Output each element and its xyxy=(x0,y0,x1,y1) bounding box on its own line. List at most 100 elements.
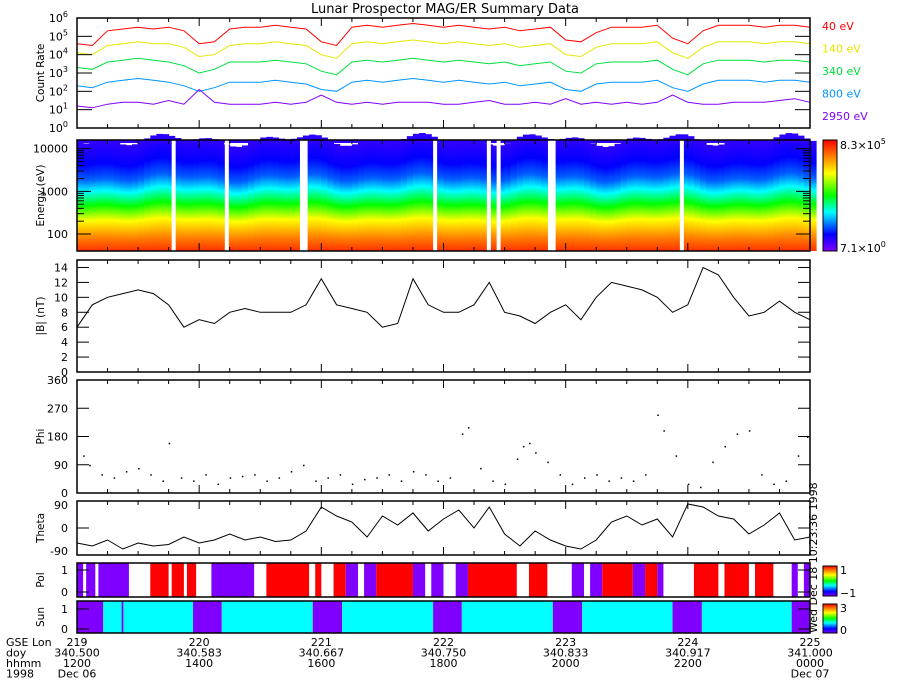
spectrogram-column xyxy=(577,138,585,251)
xaxis-hhmm-label: 1400 xyxy=(185,657,213,670)
xaxis-doy-label: 340.500 xyxy=(54,647,100,660)
b-magnitude-line xyxy=(76,266,811,328)
phi-point xyxy=(315,480,317,482)
polarity-frame xyxy=(76,562,811,598)
xaxis-date-label: Dec 07 xyxy=(791,668,830,681)
polarity-segment xyxy=(333,563,346,597)
polarity-segment xyxy=(431,563,444,597)
sun-colorbar-min-label: 0 xyxy=(840,624,847,637)
phi-point xyxy=(583,477,586,479)
polarity-segment xyxy=(693,563,719,597)
polarity-colorbar-min-label: −1 xyxy=(840,587,856,600)
phi-ylabel: Phi xyxy=(35,429,47,445)
spectrogram-column xyxy=(474,141,481,251)
phi-point xyxy=(125,471,128,473)
spectrogram-column xyxy=(498,145,506,251)
polarity-segment xyxy=(171,563,184,597)
spectrogram-column xyxy=(529,134,536,251)
phi-point xyxy=(748,430,751,432)
spectrogram-column xyxy=(327,140,335,251)
spectrogram-column xyxy=(266,136,273,251)
polarity-segment xyxy=(645,563,658,597)
spectrogram-column xyxy=(522,134,530,251)
sun-segment xyxy=(461,601,553,633)
polarity-segment xyxy=(345,563,358,597)
spectrogram-column xyxy=(131,144,139,251)
spectrogram-column xyxy=(107,141,115,251)
spectrogram-column xyxy=(785,133,793,251)
polarity-segment xyxy=(77,563,84,597)
spectrogram-column xyxy=(779,134,787,251)
polarity-colorbar xyxy=(822,565,838,597)
count-rate-line xyxy=(76,77,811,92)
timestamp-stamp: Wed Dec 18 10:23:36 1998 xyxy=(807,482,820,633)
phi-point xyxy=(492,480,494,482)
plot-title: Lunar Prospector MAG/ER Summary Data xyxy=(311,2,579,17)
phi-point xyxy=(645,474,647,476)
b-magnitude-ytick-label: 12 xyxy=(54,276,68,289)
sun-segment xyxy=(672,601,702,633)
b-magnitude-ytick-label: 14 xyxy=(54,261,68,274)
xaxis-lon-label: 219 xyxy=(67,636,88,649)
xaxis-lon-label: 220 xyxy=(189,636,210,649)
polarity-segment xyxy=(632,563,646,597)
spectrogram-column xyxy=(309,134,316,251)
spectrogram-column xyxy=(83,143,90,251)
xaxis-lon-label: 224 xyxy=(677,636,698,649)
count-rate-ytick-label: 106 xyxy=(49,10,68,25)
polarity-segment xyxy=(150,563,169,597)
spectrogram-column xyxy=(565,137,573,251)
polarity-segment xyxy=(571,563,584,597)
spectrogram-column xyxy=(748,142,756,251)
polarity-segment xyxy=(657,563,664,597)
count-rate-ytick-label: 101 xyxy=(49,102,68,117)
spectrogram-column xyxy=(455,142,463,251)
tick-exponent: 6 xyxy=(63,10,68,19)
spectrogram-column xyxy=(211,139,218,251)
spectrogram-column xyxy=(571,137,579,251)
phi-point xyxy=(168,442,171,445)
phi-frame xyxy=(76,379,811,494)
sun-segment xyxy=(342,601,434,633)
spectrogram-column xyxy=(345,145,353,251)
colorbar-max-label: 8.3×105 xyxy=(840,137,886,152)
spectrogram-column xyxy=(669,135,677,251)
spectrogram-column xyxy=(351,144,359,251)
phi-point xyxy=(547,461,549,464)
polarity-segment xyxy=(376,563,413,597)
spectrogram-column xyxy=(394,141,402,251)
phi-point xyxy=(364,478,366,481)
spectrogram-column xyxy=(333,143,341,251)
xaxis-hhmm-label: 2000 xyxy=(552,657,580,670)
polarity-ytick-label: 1 xyxy=(61,564,68,577)
count-rate-line xyxy=(76,22,811,47)
xaxis-row-label: doy xyxy=(6,647,27,660)
phi-point xyxy=(266,480,268,482)
sun-ytick-label: 1 xyxy=(61,603,68,616)
spectrogram-column xyxy=(596,145,603,251)
polarity-segment xyxy=(724,563,749,597)
b-magnitude-ytick-label: 2 xyxy=(61,351,68,364)
spectrogram-column xyxy=(504,143,512,251)
spectrogram-column xyxy=(406,136,414,251)
polarity-segment xyxy=(803,563,810,597)
phi-point xyxy=(303,464,305,467)
b-magnitude-ytick-label: 6 xyxy=(61,321,68,334)
spectrogram-column xyxy=(773,137,780,251)
phi-point xyxy=(467,427,470,429)
spectrogram-column xyxy=(77,143,84,251)
spectrogram-column xyxy=(138,141,145,251)
legend-label: 2950 eV xyxy=(822,110,868,123)
spectrogram-column xyxy=(205,138,212,251)
phi-point xyxy=(412,471,415,473)
spectrogram-column xyxy=(687,136,695,251)
spectrogram-column xyxy=(425,134,432,251)
sun-segment xyxy=(221,601,313,633)
sun-segment xyxy=(701,601,792,633)
spectrogram-column xyxy=(241,145,249,251)
spectrogram-column xyxy=(657,139,664,251)
phi-point xyxy=(229,477,232,479)
sun-ylabel: Sun xyxy=(35,607,47,627)
phi-point xyxy=(351,483,354,486)
count-rate-ylabel: Count Rate xyxy=(35,44,47,103)
